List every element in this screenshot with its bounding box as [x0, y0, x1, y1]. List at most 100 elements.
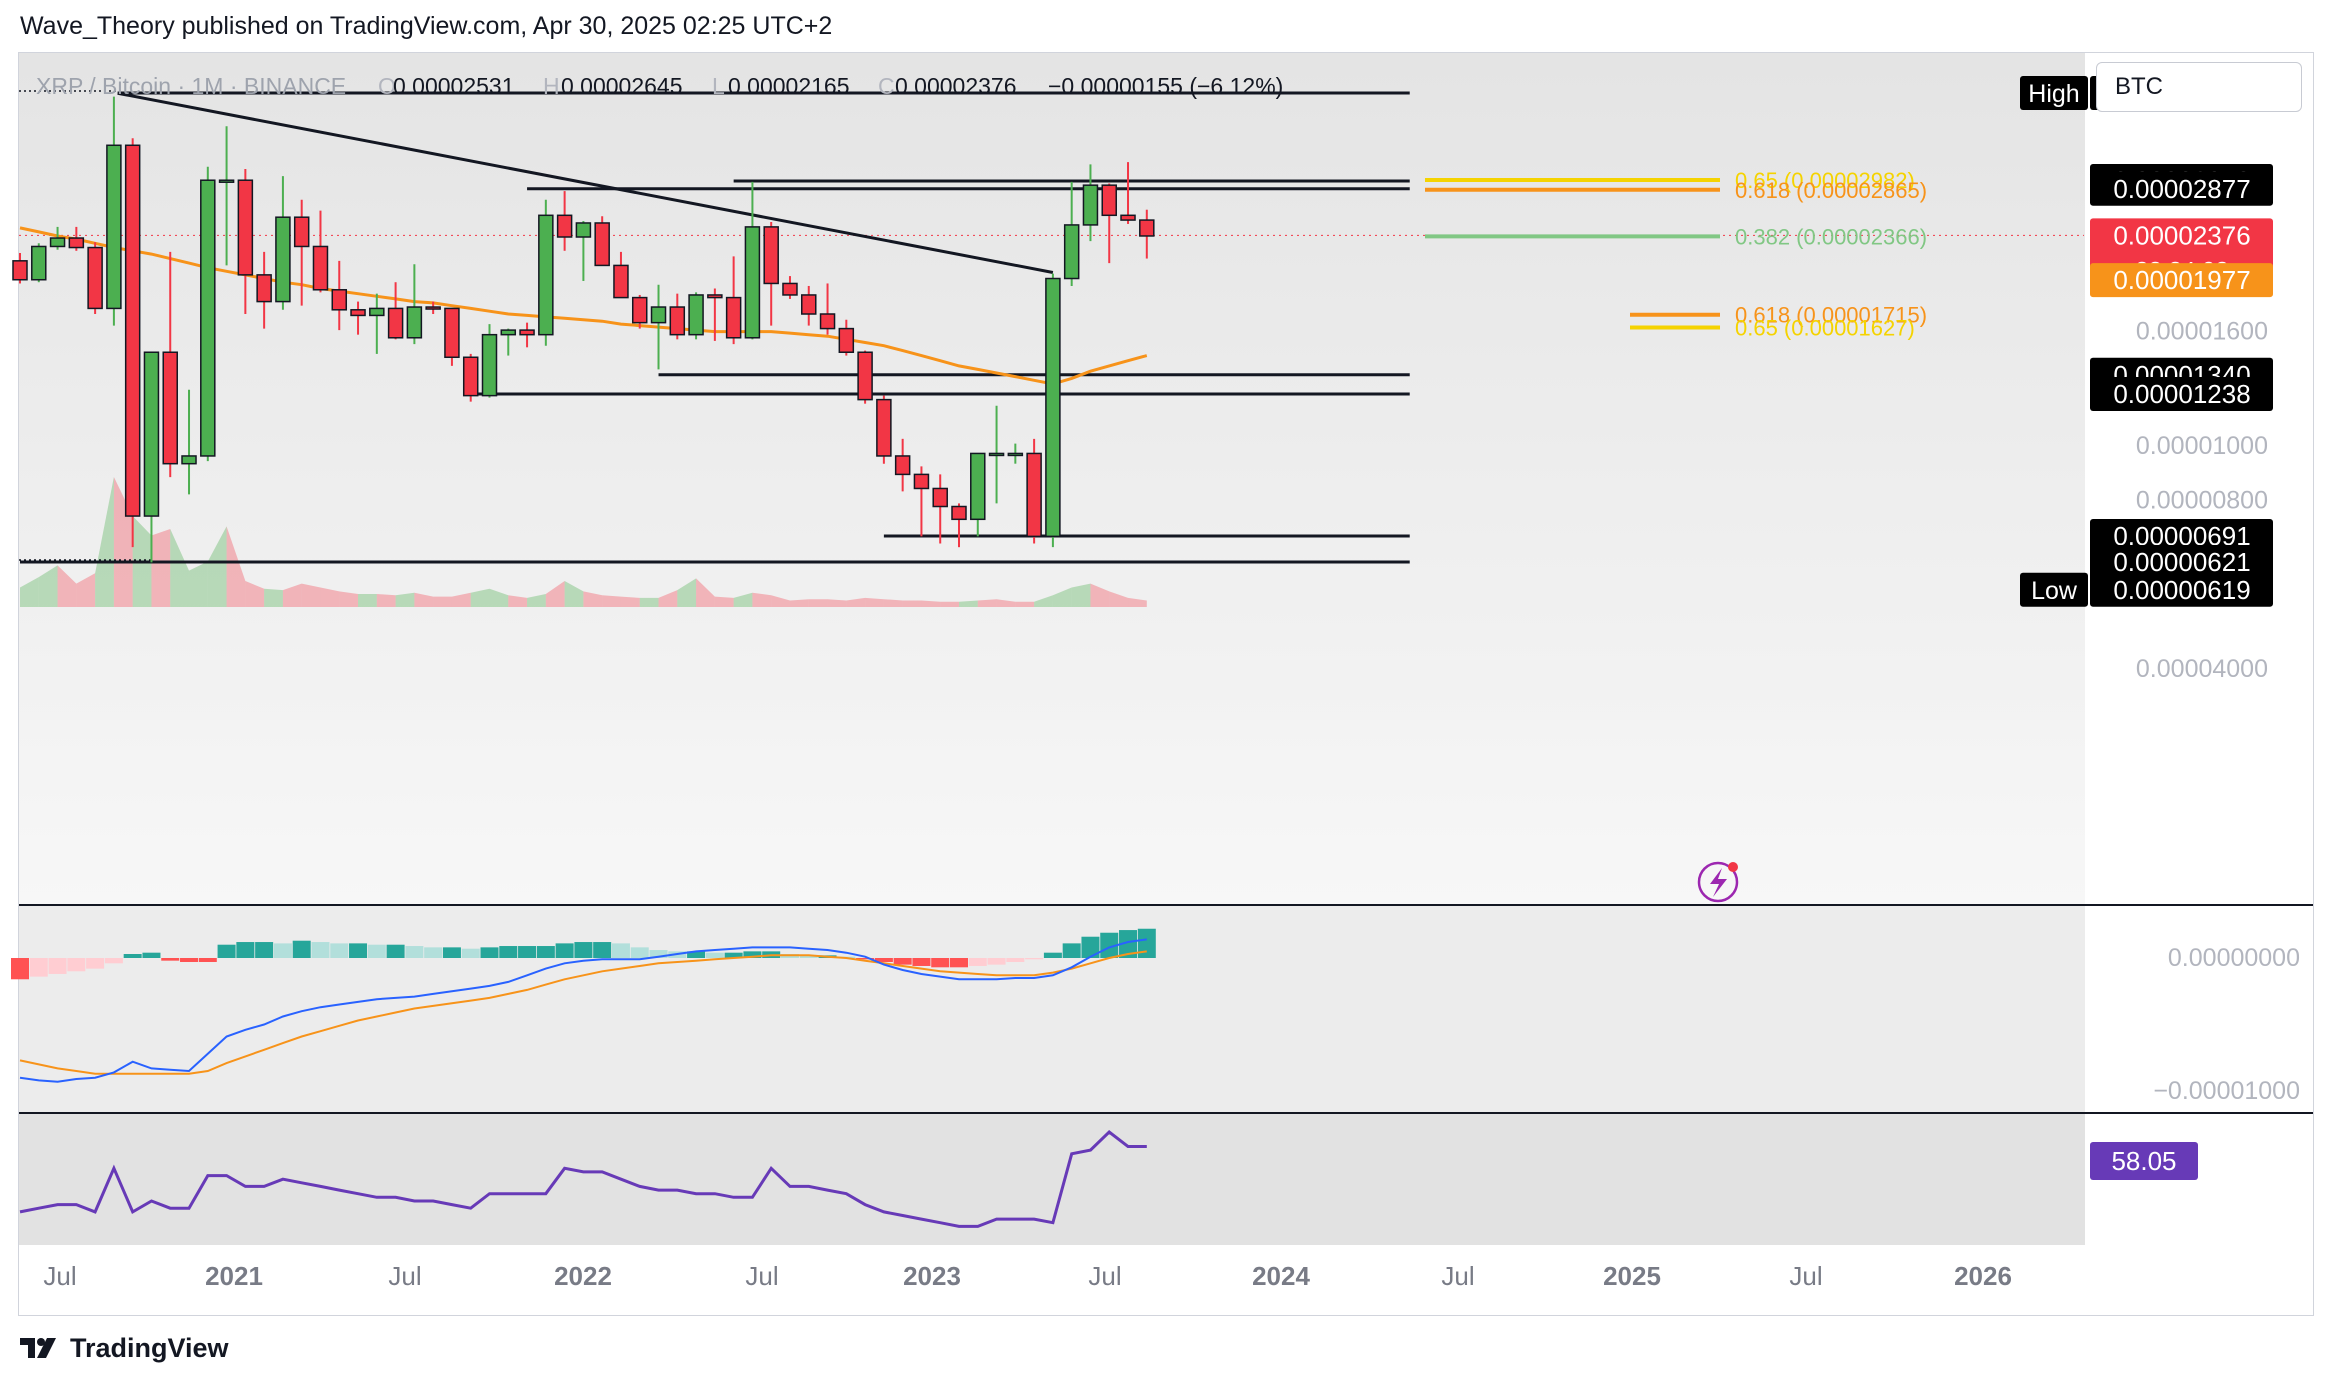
candle-body	[1007, 452, 1024, 457]
macd-histogram-bar	[874, 958, 893, 962]
candle	[538, 199, 554, 346]
fib-level-label: 0.618 (0.00001715)	[1735, 303, 1927, 328]
candle-body	[293, 216, 310, 248]
legend-symbol[interactable]: XRP / Bitcoin · 1M · BINANCE	[36, 73, 346, 99]
candle	[744, 181, 761, 340]
price-label-text: 0.00000621	[2113, 547, 2250, 577]
candle-body	[707, 294, 723, 299]
macd-histogram-bar	[180, 958, 199, 962]
macd-histogram-bar	[1119, 930, 1138, 958]
candle-body	[538, 214, 554, 336]
time-axis-tick: 2021	[205, 1261, 263, 1291]
candle	[143, 351, 160, 563]
candle	[481, 324, 498, 398]
macd-histogram-bar	[499, 946, 518, 958]
price-label-text: 0.00002376	[2113, 220, 2250, 250]
candle	[688, 292, 704, 340]
volume-area-segment	[414, 592, 434, 607]
fib-level-label: 0.618 (0.00002865)	[1735, 178, 1927, 203]
candle-layer[interactable]	[12, 96, 1155, 563]
time-axis-tick: 2025	[1603, 1261, 1661, 1291]
candle-body	[631, 296, 648, 324]
macd-histogram-bar	[461, 948, 480, 958]
volume-area-segment	[733, 592, 753, 607]
candle-body	[894, 455, 911, 476]
candle	[613, 251, 629, 299]
candle	[312, 210, 329, 293]
candle-body	[500, 329, 517, 336]
candle-body	[1139, 219, 1155, 237]
candle	[1120, 162, 1136, 224]
macd-histogram-bar	[367, 944, 386, 958]
volume-area-segment	[883, 599, 903, 607]
candle	[68, 226, 85, 251]
candle	[162, 251, 178, 478]
candle-body	[556, 214, 573, 238]
candle	[500, 328, 517, 356]
candle-body	[1082, 184, 1099, 226]
macd-histogram-bar	[161, 958, 180, 961]
tradingview-logo-icon[interactable]	[20, 1336, 60, 1360]
candle-body	[801, 294, 817, 315]
candle	[350, 301, 366, 335]
volume-area-segment	[470, 588, 490, 607]
candle	[181, 389, 197, 495]
candle-body	[275, 216, 291, 303]
footer-brand[interactable]: TradingView	[70, 1332, 229, 1363]
price-label-box	[2090, 518, 2273, 553]
volume-area-segment	[789, 599, 809, 607]
volume-area-segment	[282, 583, 302, 607]
legend-o-prefix: O	[378, 73, 396, 99]
volume-area-segment	[940, 601, 959, 607]
candle	[951, 503, 967, 548]
volume-area-segment	[696, 578, 715, 607]
macd-histogram-bar	[950, 958, 968, 968]
price-label-box	[2090, 263, 2273, 298]
candle-body	[519, 329, 535, 336]
candle	[894, 438, 911, 492]
rsi-value-box	[2090, 1142, 2198, 1180]
price-tag-text: Low	[2031, 577, 2078, 605]
volume-area-segment	[846, 597, 866, 607]
price-tag-text: High	[2028, 80, 2079, 108]
volume-area-segment	[620, 596, 640, 607]
macd-histogram-bar	[931, 958, 950, 968]
candle	[256, 251, 272, 329]
candle	[857, 350, 873, 404]
published-line: Wave_Theory published on TradingView.com…	[20, 12, 833, 40]
candle-body	[256, 274, 272, 303]
candle-body	[444, 307, 460, 359]
volume-area-segment	[583, 591, 603, 607]
macd-pane-bg	[19, 905, 2085, 1113]
legend-ohlc: O 0.00002531 H 0.00002645 L 0.00002165 C…	[378, 73, 1283, 99]
macd-histogram-bar	[198, 958, 217, 962]
volume-area-segment	[95, 477, 114, 607]
candle	[462, 353, 479, 402]
candle-body	[857, 351, 873, 401]
price-label-text: 0.00000619	[2113, 575, 2250, 605]
legend-high: 0.00002645	[561, 73, 683, 99]
currency-selector[interactable]: BTC	[2096, 62, 2302, 112]
candle-body	[387, 307, 404, 339]
legend-change: −0.00000155 (−6.12%)	[1048, 73, 1283, 99]
candle	[1082, 164, 1099, 242]
replay-icon[interactable]	[1697, 861, 1739, 903]
volume-area-segment	[170, 529, 190, 607]
candle	[669, 293, 686, 340]
time-axis-tick: Jul	[43, 1261, 76, 1291]
candle	[819, 283, 836, 335]
macd-histogram-bar	[405, 946, 424, 958]
price-label-box	[2090, 572, 2273, 607]
macd-histogram-bar	[424, 947, 443, 958]
macd-histogram-bar	[480, 947, 499, 958]
candle-body	[1063, 224, 1080, 280]
volume-area-segment	[264, 588, 283, 607]
legend-c-prefix: C	[878, 73, 895, 99]
candle-body	[988, 452, 1005, 457]
volume-area-segment	[1090, 583, 1110, 607]
macd-histogram-bar	[123, 954, 142, 958]
volume-area-segment	[339, 591, 359, 607]
candle	[124, 138, 141, 548]
candle-body	[87, 246, 103, 310]
